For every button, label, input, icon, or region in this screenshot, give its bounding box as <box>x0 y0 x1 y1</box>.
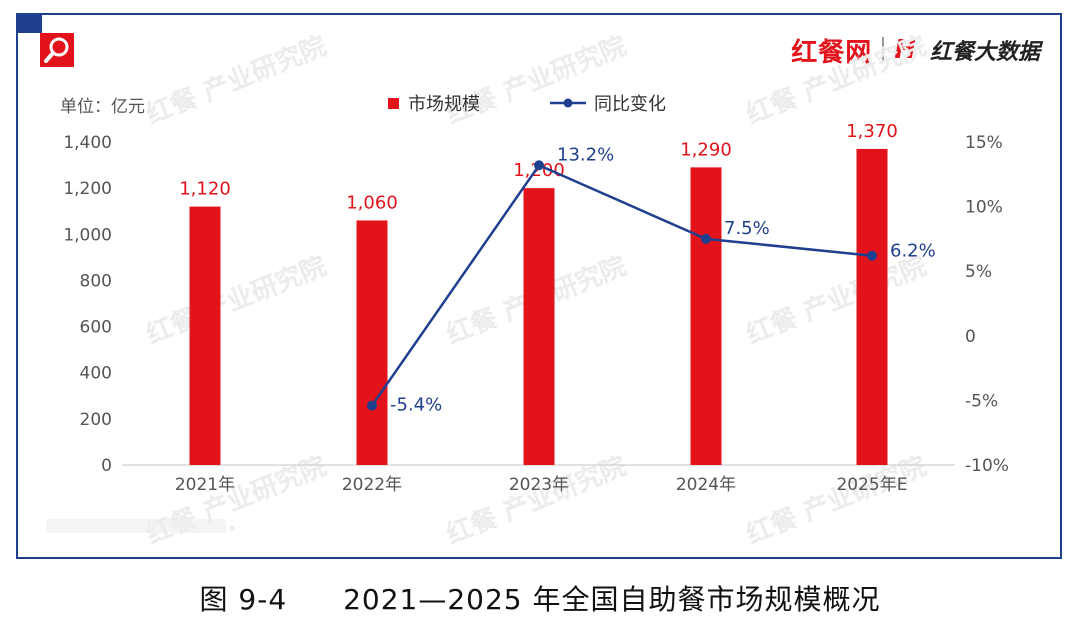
y2-tick-label: -10% <box>965 456 1009 476</box>
line-data-label: -5.4% <box>390 395 442 416</box>
y-tick-label: 1,400 <box>63 133 112 153</box>
bar-data-label: 1,370 <box>846 121 898 142</box>
bar-data-label: 1,200 <box>513 160 565 181</box>
legend-line-label: 同比变化 <box>594 94 666 115</box>
bar-data-label: 1,060 <box>346 192 398 213</box>
legend-bar-label: 市场规模 <box>408 94 480 115</box>
y2-tick-label: 15% <box>965 133 1003 153</box>
figure-title: 2021—2025 年全国自助餐市场规模概况 <box>343 583 881 616</box>
frame-corner-accent <box>16 13 42 33</box>
y-tick-label: 600 <box>80 318 112 338</box>
bar <box>690 167 722 465</box>
bar-data-label: 1,120 <box>179 179 231 200</box>
y-tick-label: 1,000 <box>63 225 112 245</box>
figure-caption: 图 9-4 2021—2025 年全国自助餐市场规模概况 <box>0 578 1080 618</box>
brand-name-left: 红餐网 <box>791 37 873 68</box>
x-tick-label: 2024年 <box>676 475 736 495</box>
y2-tick-label: 0 <box>965 327 976 347</box>
y-tick-label: 1,200 <box>63 179 112 199</box>
unit-label: 单位：亿元 <box>60 97 145 117</box>
bar-data-label: 1,290 <box>680 139 732 160</box>
x-tick-label: 2023年 <box>509 475 569 495</box>
legend-line-swatch <box>550 98 586 108</box>
chart-legend: 市场规模 同比变化 <box>388 90 666 116</box>
figure-number: 图 9-4 <box>199 583 288 616</box>
y-tick-label: 0 <box>101 456 112 476</box>
y-tick-label: 400 <box>80 364 112 384</box>
bar <box>856 148 888 465</box>
legend-bar-swatch <box>388 97 399 109</box>
line-point <box>701 233 711 244</box>
search-logo-icon <box>40 33 74 67</box>
brand-mark-icon: H <box>894 35 916 65</box>
bar <box>356 220 388 465</box>
y2-tick-label: 10% <box>965 198 1003 218</box>
y-tick-label: 800 <box>80 271 112 291</box>
bar <box>523 188 555 465</box>
line-point <box>534 160 544 171</box>
bar <box>189 206 221 465</box>
blurred-source-text <box>46 518 226 533</box>
source-note: 。 <box>46 516 242 533</box>
line-data-label: 6.2% <box>890 241 936 262</box>
x-tick-label: 2022年 <box>342 475 402 495</box>
line-point <box>867 250 877 261</box>
y2-tick-label: 5% <box>965 262 992 282</box>
x-tick-label: 2025年E <box>836 475 907 495</box>
line-data-label: 13.2% <box>557 144 614 165</box>
yoy-line <box>370 163 873 407</box>
brand-logo: 红餐网 H 红餐大数据 <box>791 32 1040 68</box>
line-data-label: 7.5% <box>724 218 770 239</box>
x-tick-label: 2021年 <box>175 475 235 495</box>
brand-name-right: 红餐大数据 <box>929 40 1040 65</box>
y-tick-label: 200 <box>80 410 112 430</box>
source-note-text: 。 <box>229 518 242 532</box>
y2-tick-label: -5% <box>965 391 998 411</box>
line-point <box>367 400 377 411</box>
brand-separator <box>882 37 885 63</box>
